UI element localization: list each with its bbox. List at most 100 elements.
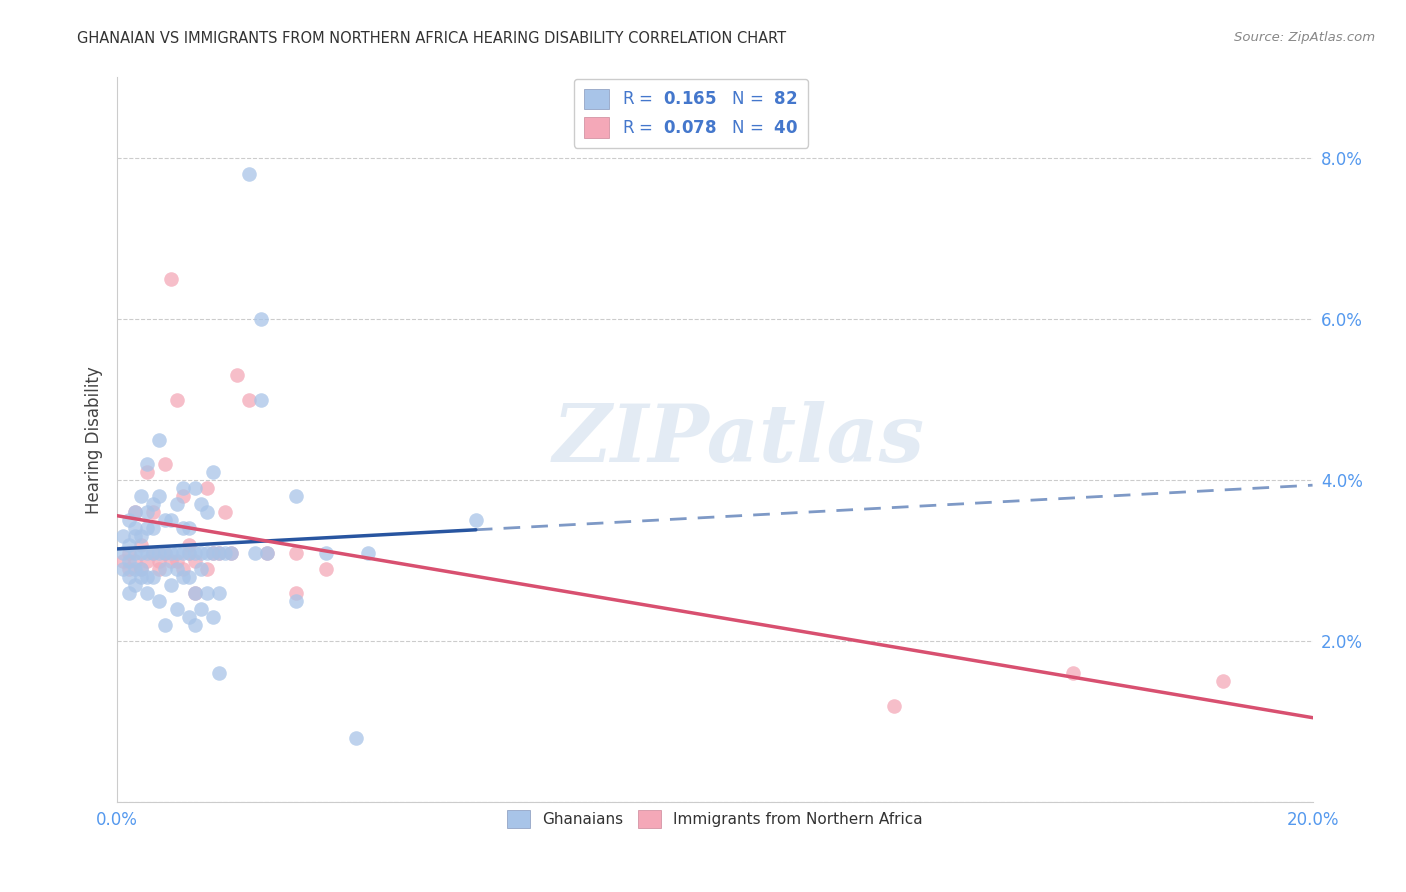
Point [238, 167, 260, 181]
Point [160, 272, 183, 286]
Point [118, 537, 141, 551]
Point [285, 489, 308, 503]
Point [160, 546, 183, 560]
Point [172, 570, 194, 584]
Point [136, 505, 159, 519]
Point [129, 562, 152, 576]
Point [177, 521, 200, 535]
Point [112, 562, 135, 576]
Point [142, 546, 165, 560]
Point [172, 481, 194, 495]
Point [142, 570, 165, 584]
Point [118, 513, 141, 527]
Point [142, 546, 165, 560]
Point [190, 546, 212, 560]
Point [201, 546, 224, 560]
Point [124, 554, 146, 568]
Point [129, 489, 152, 503]
Point [344, 731, 367, 745]
Point [153, 546, 176, 560]
Text: ZIPatlas: ZIPatlas [553, 401, 925, 479]
Point [190, 602, 212, 616]
Legend: Ghanaians, Immigrants from Northern Africa: Ghanaians, Immigrants from Northern Afri… [501, 804, 929, 835]
Point [124, 578, 146, 592]
Point [464, 513, 486, 527]
Point [124, 529, 146, 543]
Point [148, 433, 170, 447]
Point [166, 497, 188, 511]
Point [136, 465, 159, 479]
Point [1062, 666, 1084, 681]
Point [118, 546, 141, 560]
Point [124, 505, 146, 519]
Point [256, 546, 278, 560]
Point [184, 618, 207, 632]
Point [166, 602, 188, 616]
Point [142, 497, 165, 511]
Point [166, 392, 188, 407]
Point [112, 529, 135, 543]
Point [124, 562, 146, 576]
Point [153, 546, 176, 560]
Point [184, 554, 207, 568]
Point [166, 546, 188, 560]
Point [285, 586, 308, 600]
Text: GHANAIAN VS IMMIGRANTS FROM NORTHERN AFRICA HEARING DISABILITY CORRELATION CHART: GHANAIAN VS IMMIGRANTS FROM NORTHERN AFR… [77, 31, 786, 46]
Point [195, 481, 218, 495]
Point [195, 586, 218, 600]
Point [153, 457, 176, 471]
Point [256, 546, 278, 560]
Point [118, 554, 141, 568]
Point [129, 562, 152, 576]
Point [136, 586, 159, 600]
Point [172, 521, 194, 535]
Point [177, 537, 200, 551]
Point [160, 513, 183, 527]
Point [129, 570, 152, 584]
Point [172, 489, 194, 503]
Point [172, 546, 194, 560]
Point [225, 368, 247, 383]
Point [177, 546, 200, 560]
Point [238, 392, 260, 407]
Point [153, 618, 176, 632]
Point [142, 505, 165, 519]
Point [136, 546, 159, 560]
Point [148, 489, 170, 503]
Point [195, 546, 218, 560]
Point [214, 546, 236, 560]
Point [190, 562, 212, 576]
Point [201, 465, 224, 479]
Point [142, 521, 165, 535]
Point [285, 594, 308, 608]
Point [177, 610, 200, 624]
Point [1212, 674, 1234, 689]
Point [124, 546, 146, 560]
Point [148, 554, 170, 568]
Text: Source: ZipAtlas.com: Source: ZipAtlas.com [1234, 31, 1375, 45]
Point [136, 521, 159, 535]
Point [166, 554, 188, 568]
Point [148, 546, 170, 560]
Point [208, 586, 231, 600]
Point [249, 312, 271, 326]
Point [136, 457, 159, 471]
Point [243, 546, 266, 560]
Point [214, 505, 236, 519]
Point [184, 546, 207, 560]
Point [219, 546, 242, 560]
Point [184, 481, 207, 495]
Point [124, 505, 146, 519]
Point [219, 546, 242, 560]
Point [201, 610, 224, 624]
Point [208, 546, 231, 560]
Point [172, 562, 194, 576]
Point [112, 554, 135, 568]
Point [118, 562, 141, 576]
Point [177, 570, 200, 584]
Point [195, 562, 218, 576]
Point [129, 529, 152, 543]
Y-axis label: Hearing Disability: Hearing Disability [86, 366, 103, 514]
Point [883, 698, 905, 713]
Point [208, 666, 231, 681]
